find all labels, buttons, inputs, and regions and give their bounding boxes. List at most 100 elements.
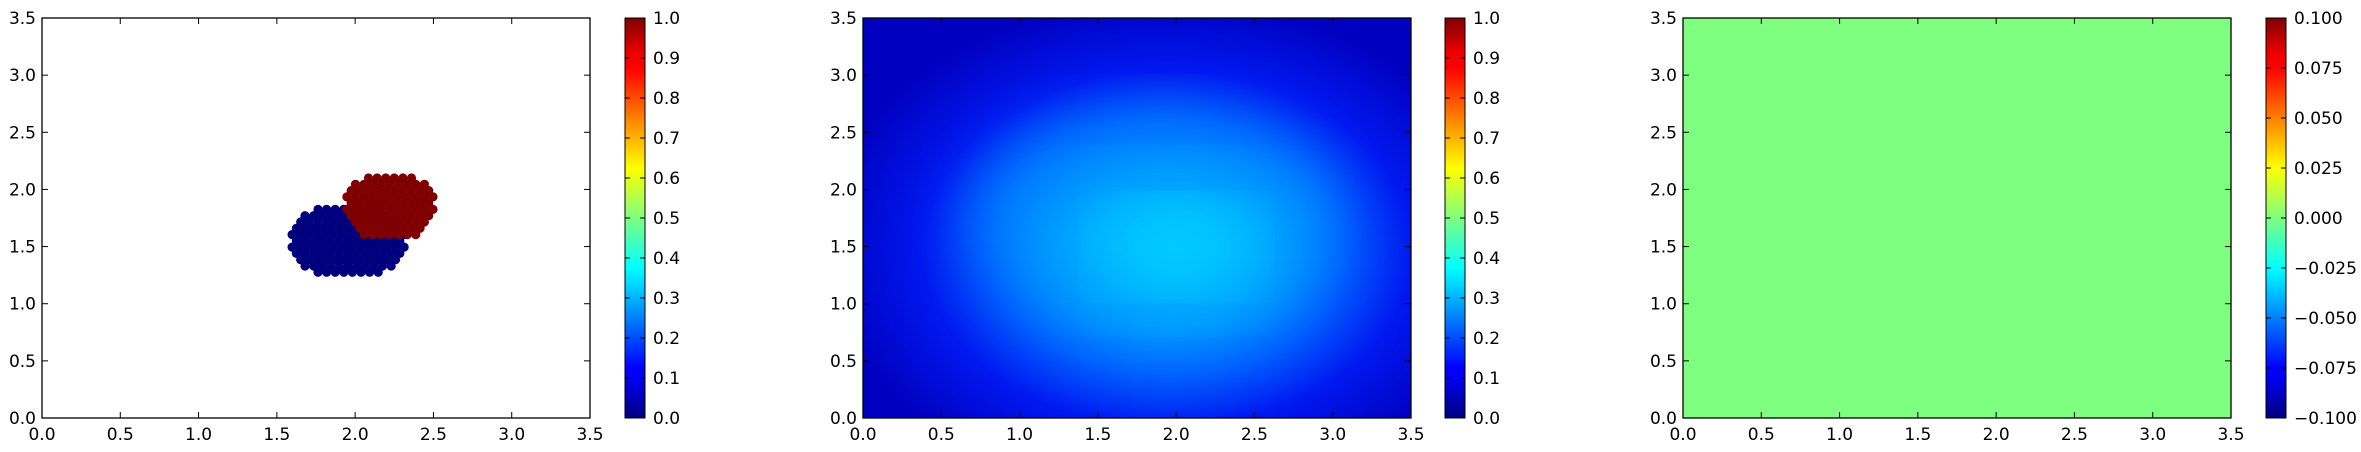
- x-tick-label: 0.0: [849, 425, 876, 445]
- y-tick-label: 3.5: [830, 9, 857, 29]
- uniform-heatmap-panel: 0.0 0.5 1.0 1.5 2.0 2.5 3.0 3.5 0.0 0.5 1.0 1.5 2.0 2…: [1650, 9, 2357, 445]
- colorbar-tick-label: 0.7: [1473, 129, 1500, 149]
- y-tick-label: 2.5: [830, 123, 857, 143]
- scatter-point: [389, 173, 399, 183]
- colorbar-tick-label: 1.0: [1473, 9, 1500, 29]
- scatter-point: [363, 173, 374, 183]
- y-tick-label: 2.5: [9, 123, 36, 143]
- x-tick-label: 2.0: [1163, 425, 1190, 445]
- y-tick-label: 0.5: [830, 352, 857, 372]
- colorbar-tick-label: 0.5: [653, 209, 680, 229]
- scatter-point: [300, 211, 310, 221]
- colorbar-tick-label: 0.3: [1473, 289, 1500, 309]
- colorbar-tick-label: −0.075: [2294, 359, 2357, 379]
- colorbar-ticks: 0.0 0.1 0.2 0.3 0.4 0.5 0.6 0.7 0.8 0.9 1.0: [1445, 9, 1500, 429]
- scatter-point: [330, 204, 340, 214]
- y-tick-label: 3.5: [9, 9, 36, 29]
- x-tick-label: 3.0: [2139, 425, 2166, 445]
- colorbar-tick-label: −0.025: [2294, 259, 2357, 279]
- plot-frame: [1682, 17, 2232, 419]
- plot-frame: [862, 17, 1412, 419]
- uniform-field: [1683, 18, 2231, 418]
- colorbar-tick-label: 1.0: [653, 9, 680, 29]
- x-tick-label: 2.0: [342, 425, 369, 445]
- scatter-point: [372, 173, 382, 183]
- y-tick-label: 0.5: [9, 352, 36, 372]
- y-tick-label: 0.0: [1650, 409, 1677, 429]
- colorbar-tick-label: 0.8: [1473, 89, 1500, 109]
- colorbar-tick-label: 0.075: [2294, 59, 2343, 79]
- x-tick-label: 3.0: [498, 425, 525, 445]
- x-tick-label: 1.0: [1006, 425, 1033, 445]
- colorbar-tick-label: 0.000: [2294, 209, 2343, 229]
- y-tick-label: 0.0: [830, 409, 857, 429]
- x-tick-label: 2.5: [1241, 425, 1268, 445]
- y-tick-label: 1.5: [1650, 238, 1677, 258]
- colorbar-tick-label: 0.6: [653, 169, 680, 189]
- x-tick-label: 0.5: [107, 425, 134, 445]
- colorbar-tick-label: 0.1: [1473, 369, 1500, 389]
- colorbar-tick-label: 0.9: [1473, 49, 1500, 69]
- colorbar-tick-label: 0.7: [653, 129, 680, 149]
- x-tick-label: 2.0: [1983, 425, 2010, 445]
- y-tick-label: 1.0: [9, 295, 36, 315]
- axes: 0.0 0.5 1.0 1.5 2.0 2.5 3.0 3.5 0.0 0.5 1.0 1.5 2.0 2…: [1650, 9, 2245, 445]
- plot-frame: [41, 17, 591, 419]
- axes: 0.0 0.5 1.0 1.5 2.0 2.5 3.0 3.5 0.0 0.5 1.0 1.5 2.0 2…: [9, 9, 604, 445]
- colorbar-tick-label: 0.8: [653, 89, 680, 109]
- scatter-point: [398, 173, 408, 183]
- heat-blob: [1105, 206, 1247, 287]
- scatter-panel: 0.0 0.5 1.0 1.5 2.0 2.5 3.0 3.5 0.0 0.5 1.0 1.5 2.0 2…: [9, 9, 680, 445]
- colorbar-tick-label: 0.2: [1473, 329, 1500, 349]
- y-tick-label: 0.0: [9, 409, 36, 429]
- colorbar-tick-label: 0.3: [653, 289, 680, 309]
- x-tick-label: 0.5: [928, 425, 955, 445]
- colorbar-ticks: −0.100 −0.075 −0.050 −0.025 0.000 0.025 0.050 0…: [2266, 9, 2357, 429]
- colorbar-tick-label: 0.2: [653, 329, 680, 349]
- scatter-point: [350, 179, 361, 189]
- colorbar-tick-label: 0.0: [1473, 409, 1500, 429]
- axes: 0.0 0.5 1.0 1.5 2.0 2.5 3.0 3.5 0.0 0.5 1.0 1.5 2.0 2…: [830, 9, 1425, 445]
- x-tick-label: 0.5: [1748, 425, 1775, 445]
- colorbar-tick-label: 0.025: [2294, 159, 2343, 179]
- colorbar-tick-label: 0.9: [653, 49, 680, 69]
- x-tick-label: 0.0: [1669, 425, 1696, 445]
- y-tick-label: 1.5: [9, 238, 36, 258]
- colorbar-tick-label: 0.6: [1473, 169, 1500, 189]
- y-tick-label: 3.0: [830, 66, 857, 86]
- y-tick-label: 2.0: [1650, 180, 1677, 200]
- x-tick-label: 1.5: [1084, 425, 1111, 445]
- x-tick-label: 1.0: [185, 425, 212, 445]
- x-tick-label: 3.5: [2217, 425, 2244, 445]
- heatmap-field: [972, 115, 1333, 321]
- y-tick-label: 1.5: [830, 238, 857, 258]
- colorbar-tick-label: 0.100: [2294, 9, 2343, 29]
- scatter-point: [322, 204, 332, 214]
- colorbar-tick-label: 0.1: [653, 369, 680, 389]
- scatter-point: [419, 179, 429, 189]
- y-tick-label: 2.5: [1650, 123, 1677, 143]
- y-tick-label: 3.0: [1650, 66, 1677, 86]
- scatter-points: [287, 173, 438, 277]
- x-tick-label: 3.5: [576, 425, 603, 445]
- x-tick-label: 2.5: [420, 425, 447, 445]
- x-tick-label: 1.5: [263, 425, 290, 445]
- x-tick-label: 0.0: [28, 425, 55, 445]
- colorbar-tick-label: −0.100: [2294, 409, 2357, 429]
- y-tick-label: 1.0: [830, 295, 857, 315]
- scatter-point: [406, 173, 417, 183]
- x-tick-label: 3.0: [1319, 425, 1346, 445]
- colorbar-tick-label: 0.4: [653, 249, 680, 269]
- scatter-point: [381, 173, 391, 183]
- colorbar-tick-label: 0.0: [653, 409, 680, 429]
- y-tick-label: 0.5: [1650, 352, 1677, 372]
- heatmap-panel: 0.0 0.5 1.0 1.5 2.0 2.5 3.0 3.5 0.0 0.5 1.0 1.5 2.0 2…: [830, 9, 1500, 445]
- y-tick-label: 1.0: [1650, 295, 1677, 315]
- colorbar-tick-label: 0.5: [1473, 209, 1500, 229]
- x-tick-label: 1.5: [1904, 425, 1931, 445]
- colorbar-tick-label: 0.050: [2294, 109, 2343, 129]
- colorbar-ticks: 0.0 0.1 0.2 0.3 0.4 0.5 0.6 0.7 0.8 0.9 1.0: [625, 9, 680, 429]
- x-tick-label: 3.5: [1397, 425, 1424, 445]
- y-tick-label: 3.0: [9, 66, 36, 86]
